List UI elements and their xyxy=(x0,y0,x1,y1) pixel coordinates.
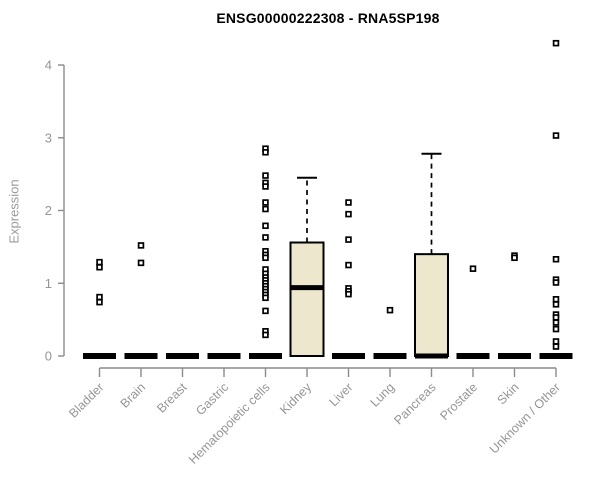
x-tick-label: Gastric xyxy=(193,380,231,418)
collapsed-box-hematopoietic-cells xyxy=(249,353,282,359)
outlier-point xyxy=(552,319,560,326)
outlier-point xyxy=(96,258,103,266)
outlier-point xyxy=(552,343,560,350)
outlier-point xyxy=(137,242,145,249)
outlier-point xyxy=(262,331,269,339)
outlier-point xyxy=(262,149,269,156)
collapsed-box-prostate xyxy=(456,353,490,359)
outlier-point xyxy=(96,293,103,301)
outlier-point xyxy=(552,301,560,308)
outlier-point xyxy=(96,263,103,271)
chart-title: ENSG00000222308 - RNA5SP198 xyxy=(216,10,440,26)
outlier-point xyxy=(386,306,394,314)
y-tick-label: 2 xyxy=(45,203,52,218)
x-tick-label: Pancreas xyxy=(391,380,438,427)
outlier-point xyxy=(262,222,269,230)
outlier-point xyxy=(469,265,477,272)
box-pancreas xyxy=(414,253,449,357)
outlier-point xyxy=(552,255,560,263)
outlier-point xyxy=(345,210,352,218)
collapsed-box-lung xyxy=(373,353,407,359)
outlier-point xyxy=(552,314,560,321)
x-tick-label: Unknown / Other xyxy=(487,380,563,456)
collapsed-box-breast xyxy=(166,353,199,359)
box-kidney xyxy=(289,241,325,357)
outlier-point xyxy=(552,39,560,47)
x-tick-label: Lung xyxy=(368,380,398,410)
collapsed-box-liver xyxy=(332,353,365,359)
outlier-point xyxy=(345,261,352,269)
outlier-point xyxy=(345,290,352,298)
y-tick-label: 1 xyxy=(45,276,52,291)
x-tick-label: Liver xyxy=(327,380,356,409)
outlier-point xyxy=(345,236,352,243)
y-tick-label: 0 xyxy=(45,349,52,364)
outlier-point xyxy=(552,325,560,333)
outlier-point xyxy=(552,279,560,286)
x-tick-label: Hematopoietic cells xyxy=(186,380,273,467)
outlier-point xyxy=(137,259,145,267)
collapsed-box-unknown-other xyxy=(539,353,573,359)
x-tick-label: Breast xyxy=(154,380,190,416)
x-tick-label: Prostate xyxy=(437,380,480,423)
outlier-point xyxy=(262,307,269,315)
collapsed-box-brain xyxy=(124,353,158,359)
y-tick-label: 3 xyxy=(45,130,52,145)
outlier-point xyxy=(262,254,269,262)
outlier-point xyxy=(262,294,269,302)
collapsed-box-bladder xyxy=(83,353,116,359)
outlier-point xyxy=(96,298,103,306)
outlier-point xyxy=(511,254,518,262)
outlier-point xyxy=(262,234,269,241)
x-tick-label: Skin xyxy=(495,380,522,407)
collapsed-box-skin xyxy=(498,353,531,359)
outlier-point xyxy=(552,338,560,345)
outlier-point xyxy=(552,132,560,139)
outlier-point xyxy=(552,296,560,303)
outlier-point xyxy=(345,199,352,206)
x-tick-label: Brain xyxy=(118,380,149,411)
outlier-point xyxy=(262,183,269,190)
outlier-point xyxy=(262,199,269,206)
x-tick-label: Kidney xyxy=(277,380,314,417)
y-tick-label: 4 xyxy=(45,58,52,73)
collapsed-box-gastric xyxy=(207,353,241,359)
outlier-point xyxy=(262,205,269,213)
outlier-point xyxy=(262,172,269,179)
x-tick-label: Bladder xyxy=(66,380,106,420)
